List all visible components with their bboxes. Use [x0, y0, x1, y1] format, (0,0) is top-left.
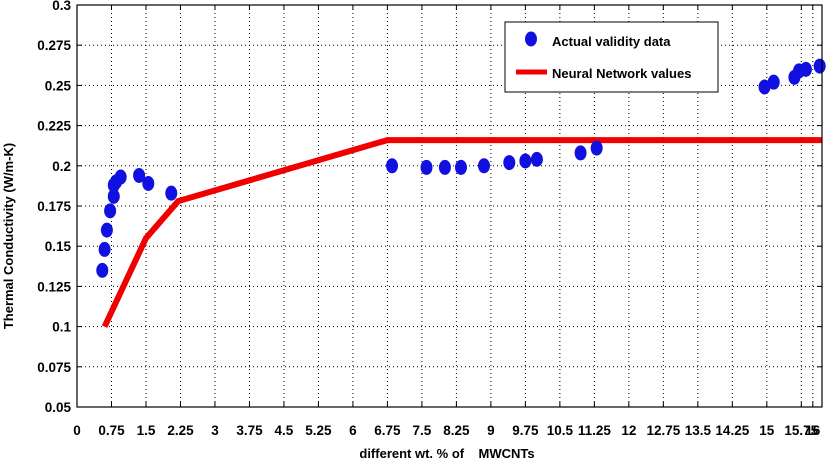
- data-point: [386, 158, 399, 174]
- y-tick-label: 0.3: [52, 0, 71, 13]
- data-point: [133, 167, 146, 183]
- x-tick-label: 4.5: [275, 423, 294, 438]
- y-tick-label: 0.075: [37, 360, 71, 375]
- data-point: [107, 188, 120, 204]
- x-tick-label: 5.25: [305, 423, 332, 438]
- y-tick-label: 0.225: [37, 119, 71, 134]
- axis-ticks: [76, 4, 822, 408]
- x-tick-labels: 0 0.75 1.5 2.25 3 3.75 4.5 5.25 6 6.75 7.5 8.25 9 9.7…: [73, 423, 821, 438]
- x-tick-label: 15: [759, 423, 775, 438]
- data-point: [799, 61, 812, 77]
- y-tick-label: 0.1: [52, 320, 71, 335]
- data-point: [813, 58, 826, 74]
- x-tick-label: 16: [805, 423, 821, 438]
- x-tick-label: 9.75: [512, 423, 539, 438]
- data-point: [590, 140, 603, 156]
- data-point: [165, 185, 178, 201]
- y-tick-label: 0.15: [45, 239, 72, 254]
- x-tick-label: 6.75: [374, 423, 401, 438]
- x-tick-label: 10.5: [547, 423, 574, 438]
- y-tick-label: 0.125: [37, 279, 71, 294]
- data-point: [530, 151, 543, 167]
- legend: Actual validity data Neural Network valu…: [504, 21, 719, 93]
- data-point: [104, 203, 117, 219]
- neural-network-line: [101, 137, 822, 328]
- legend-label-actual: Actual validity data: [552, 34, 671, 49]
- x-tick-label: 3.75: [236, 423, 263, 438]
- data-point: [114, 169, 127, 185]
- y-axis-title: Thermal Conductivity (W/m-K): [1, 143, 16, 329]
- x-tick-label: 8.25: [443, 423, 470, 438]
- data-point: [98, 241, 111, 257]
- y-tick-label: 0.275: [37, 38, 71, 53]
- data-point: [142, 175, 155, 191]
- x-tick-label: 2.25: [167, 423, 194, 438]
- x-tick-label: 6: [349, 423, 357, 438]
- x-tick-label: 15.75: [784, 423, 818, 438]
- y-tick-label: 0.05: [45, 400, 72, 415]
- data-point: [477, 158, 490, 174]
- x-tick-label: 0.75: [98, 423, 125, 438]
- data-point: [574, 145, 587, 161]
- data-point: [454, 159, 467, 175]
- data-point: [767, 74, 780, 90]
- x-tick-label: 0: [73, 423, 81, 438]
- data-point: [503, 155, 516, 171]
- neural-network-series: [101, 137, 822, 328]
- x-axis-title: different wt. % of MWCNTs: [359, 446, 534, 461]
- data-point: [420, 159, 433, 175]
- y-tick-label: 0.25: [45, 78, 72, 93]
- x-tick-label: 14.25: [715, 423, 749, 438]
- x-tick-label: 11.25: [578, 423, 612, 438]
- y-tick-label: 0.175: [37, 199, 71, 214]
- y-tick-labels: 0.05 0.075 0.1 0.125 0.15 0.175 0.2 0.225 0.25 0.…: [37, 0, 71, 415]
- data-point: [758, 79, 771, 95]
- data-point: [100, 222, 113, 238]
- x-tick-label: 13.5: [685, 423, 712, 438]
- legend-label-network: Neural Network values: [552, 66, 691, 81]
- x-tick-label: 1.5: [137, 423, 156, 438]
- x-tick-label: 12.75: [646, 423, 680, 438]
- x-tick-label: 3: [211, 423, 219, 438]
- legend-marker-actual: [525, 31, 537, 47]
- x-tick-label: 7.5: [413, 423, 432, 438]
- x-tick-label: 9: [487, 423, 495, 438]
- legend-box: [504, 21, 719, 93]
- data-point: [438, 159, 451, 175]
- actual-data-series: [96, 58, 826, 278]
- data-point: [96, 262, 109, 278]
- y-tick-label: 0.2: [52, 159, 71, 174]
- x-tick-label: 12: [621, 423, 636, 438]
- data-point: [519, 153, 532, 169]
